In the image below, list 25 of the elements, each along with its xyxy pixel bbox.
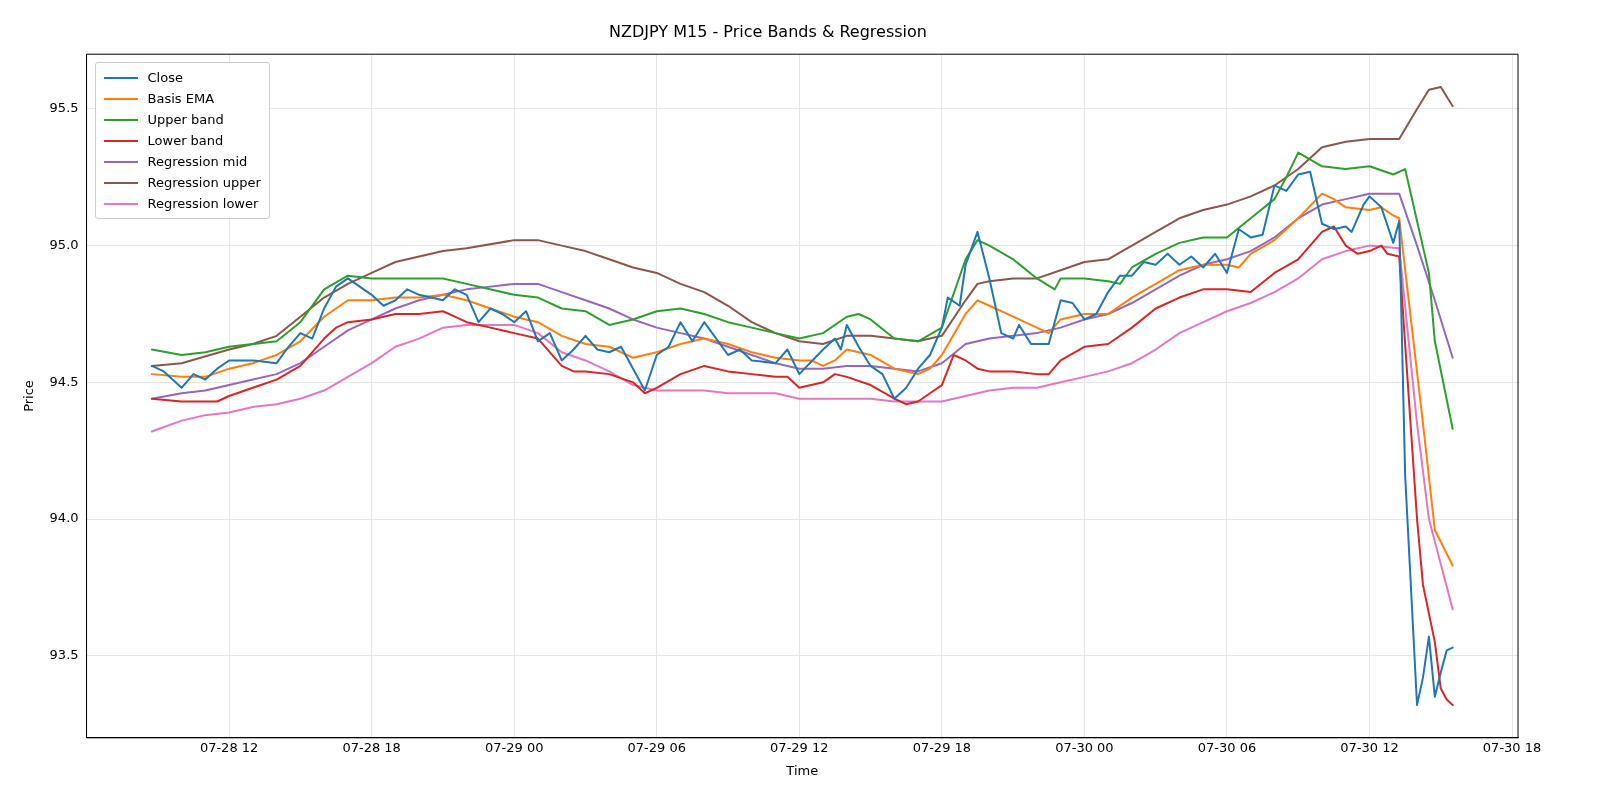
x-tick-label: 07-30 12 — [1340, 739, 1399, 755]
y-tick-label: 94.5 — [49, 373, 79, 389]
x-tick-label: 07-28 12 — [199, 739, 259, 755]
x-tick-label: 07-29 00 — [484, 739, 544, 755]
legend-label: Close — [147, 70, 183, 86]
legend-label: Regression mid — [147, 154, 248, 170]
x-tick-label: 07-30 18 — [1482, 739, 1542, 755]
x-axis-title: Time — [785, 762, 819, 778]
legend-label: Upper band — [147, 112, 224, 128]
x-tick-label: 07-30 00 — [1055, 739, 1114, 755]
legend-label: Regression lower — [147, 196, 259, 212]
legend-label: Basis EMA — [147, 91, 215, 107]
y-tick-label: 95.0 — [49, 236, 79, 252]
y-tick-label: 94.0 — [49, 510, 79, 526]
legend-label: Lower band — [147, 133, 224, 149]
x-tick-label: 07-29 18 — [912, 739, 972, 755]
y-tick-label: 93.5 — [49, 647, 79, 663]
legend-label: Regression upper — [147, 175, 261, 191]
x-tick-label: 07-30 06 — [1197, 739, 1257, 755]
x-tick-label: 07-29 12 — [770, 739, 829, 755]
x-tick-label: 07-28 18 — [342, 739, 401, 755]
y-axis-title: Price — [21, 380, 37, 412]
y-tick-label: 95.5 — [49, 100, 79, 116]
chart-title: NZDJPY M15 - Price Bands & Regression — [609, 21, 927, 41]
x-tick-label: 07-29 06 — [627, 739, 686, 755]
